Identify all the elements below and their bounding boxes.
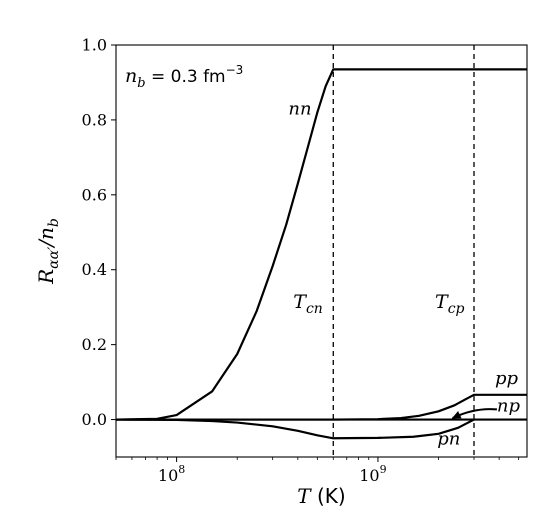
- x-tick-label: 109: [359, 463, 386, 485]
- series-line-nn: [116, 68, 527, 421]
- density-annotation: nb = 0.3 fm−3: [125, 63, 243, 91]
- axes: 0.0 0.2 0.4 0.6 0.8 1.0 108 109 T (K) Rαα′/nb: [34, 36, 528, 508]
- annotations: nb = 0.3 fm−3: [125, 63, 243, 91]
- series-label-np: np: [497, 395, 521, 416]
- series-label-pn: pn: [437, 429, 460, 450]
- vertical-lines: Tcn Tcp: [293, 45, 475, 457]
- x-axis-label: T (K): [297, 484, 345, 508]
- series-label-nn: nn: [288, 98, 311, 119]
- y-axis-label: Rαα′/nb: [34, 218, 62, 285]
- vline-label-cp: Tcp: [435, 291, 465, 317]
- y-tick-label: 1.0: [82, 36, 107, 55]
- y-tick-label: 0.4: [82, 260, 107, 279]
- series-labels: nn pp np pn: [288, 98, 520, 449]
- series-lines: [116, 68, 527, 440]
- series-label-pp: pp: [495, 368, 519, 389]
- plot-frame: [115, 44, 528, 458]
- y-tick-label: 0.0: [82, 410, 107, 429]
- x-tick-label: 108: [158, 463, 185, 485]
- arrow: [451, 408, 498, 419]
- y-tick-label: 0.2: [82, 335, 107, 354]
- vline-label-cn: Tcn: [293, 291, 323, 317]
- y-tick-label: 0.6: [82, 185, 107, 204]
- series-line-pp: [116, 393, 527, 421]
- y-tick-label: 0.8: [82, 110, 107, 129]
- series-line-pn: [116, 418, 475, 440]
- np-arrow: [451, 408, 498, 419]
